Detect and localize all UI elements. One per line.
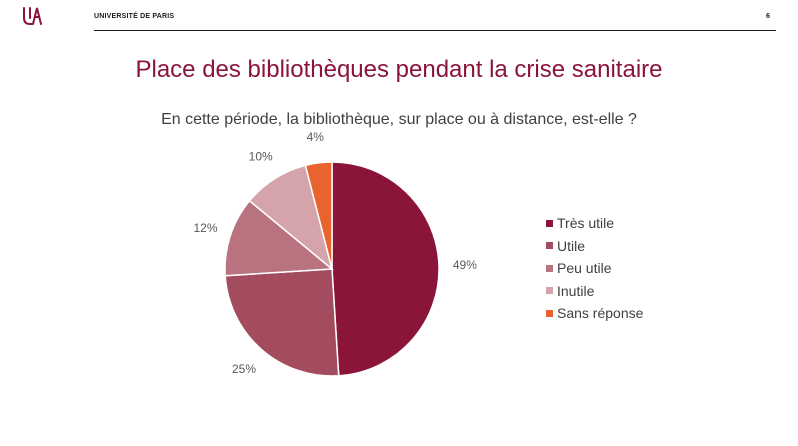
legend-swatch bbox=[546, 309, 553, 317]
slide-header: UNIVERSITÉ DE PARIS 6 bbox=[0, 0, 798, 32]
legend-label: Inutile bbox=[557, 282, 595, 299]
legend-swatch bbox=[546, 264, 553, 272]
university-logo-icon bbox=[23, 7, 42, 25]
legend-label: Peu utile bbox=[557, 260, 612, 277]
legend-item: Très utile bbox=[546, 212, 643, 235]
slice-label-4: 10% bbox=[249, 150, 273, 164]
legend-item: Sans réponse bbox=[546, 302, 643, 325]
pie-slice-3 bbox=[224, 199, 334, 277]
slice-label-5: 4% bbox=[307, 130, 325, 144]
page-number: 6 bbox=[766, 13, 770, 20]
legend-label: Très utile bbox=[557, 215, 615, 232]
legend-item: Utile bbox=[546, 235, 643, 258]
pie-slice-2 bbox=[224, 268, 340, 377]
legend-label: Utile bbox=[557, 237, 586, 254]
slice-label-3: 12% bbox=[193, 221, 217, 235]
pie-slice-1 bbox=[331, 161, 440, 377]
legend-swatch bbox=[546, 287, 553, 295]
legend-label: Sans réponse bbox=[557, 305, 644, 322]
legend-item: Peu utile bbox=[546, 257, 643, 280]
university-name: UNIVERSITÉ DE PARIS bbox=[94, 13, 175, 20]
slide-title: Place des bibliothèques pendant la crise… bbox=[135, 56, 663, 83]
legend-swatch bbox=[546, 219, 553, 227]
chart-legend: Très utile Utile Peu utile Inutile Sans répo… bbox=[546, 212, 643, 325]
legend-swatch bbox=[546, 242, 553, 250]
legend-item: Inutile bbox=[546, 280, 643, 303]
pie-slice-5 bbox=[304, 161, 333, 270]
header-divider bbox=[94, 30, 776, 31]
slice-label-2: 25% bbox=[232, 362, 256, 376]
chart-question: En cette période, la bibliothèque, sur p… bbox=[161, 111, 637, 128]
slice-label-1: 49% bbox=[453, 258, 477, 272]
